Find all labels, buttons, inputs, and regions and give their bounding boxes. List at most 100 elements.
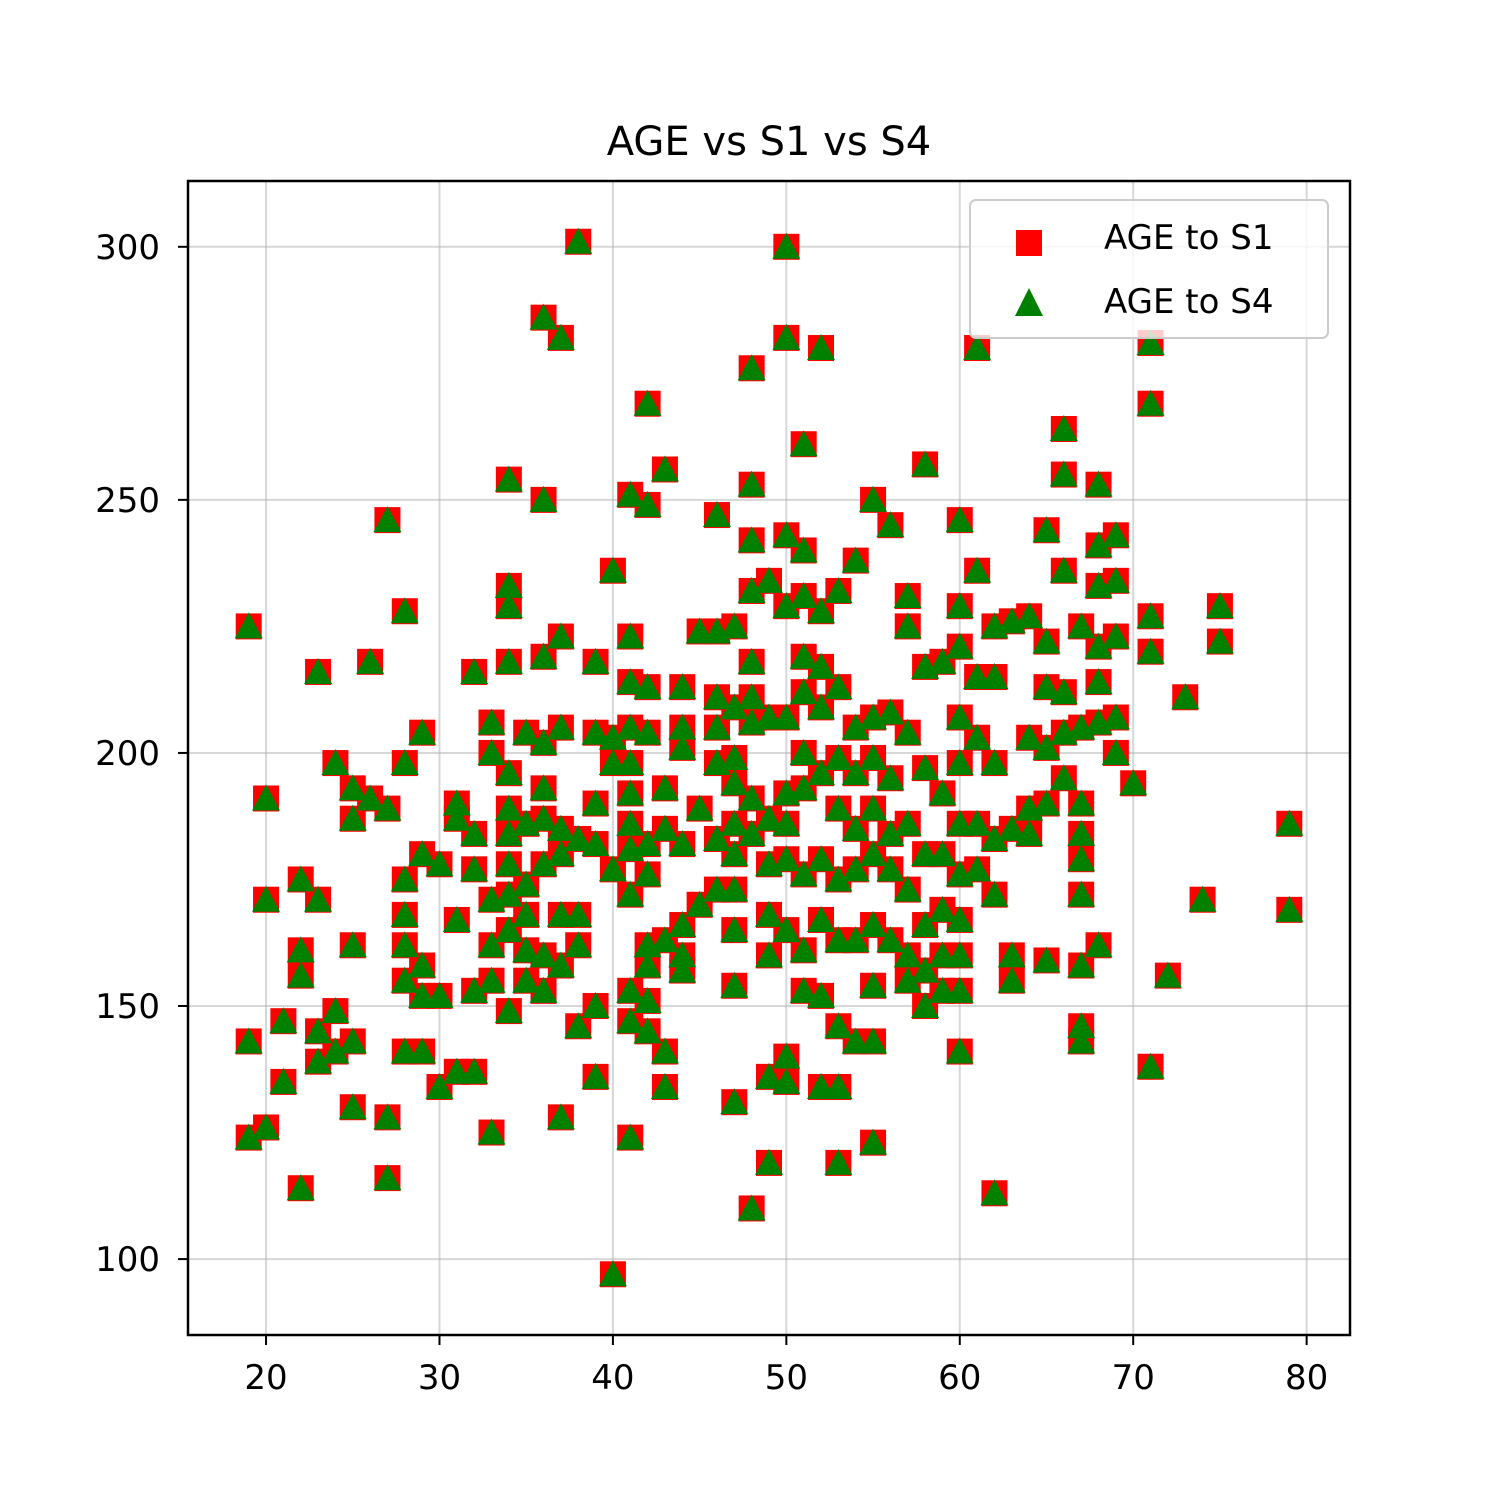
data-point-s4 <box>841 814 870 841</box>
data-point-s4 <box>512 966 541 993</box>
data-point-s4 <box>477 966 506 993</box>
data-point-s4 <box>234 612 263 639</box>
x-tick-label: 50 <box>765 1358 808 1398</box>
data-point-s4 <box>1067 789 1096 816</box>
data-point-s4 <box>737 354 766 381</box>
data-point-s4 <box>1067 1012 1096 1039</box>
data-point-s4 <box>945 749 974 776</box>
data-point-s4 <box>945 905 974 932</box>
data-point-s4 <box>564 227 593 254</box>
data-point-s4 <box>755 566 783 593</box>
data-point-s4 <box>650 1037 679 1064</box>
data-point-s4 <box>737 1194 766 1221</box>
data-point-s4 <box>893 718 922 745</box>
data-point-s4 <box>408 1037 437 1064</box>
data-point-s4 <box>720 1088 749 1115</box>
data-point-s4 <box>720 769 749 796</box>
data-point-s4 <box>1049 460 1078 487</box>
data-point-s4 <box>1153 961 1182 988</box>
x-tick-label: 80 <box>1285 1358 1328 1398</box>
data-point-s4 <box>859 971 888 998</box>
chart-title: AGE vs S1 vs S4 <box>607 119 932 165</box>
data-point-s4 <box>807 905 836 932</box>
data-point-s4 <box>824 1012 853 1039</box>
data-point-s4 <box>772 1042 801 1069</box>
data-point-s4 <box>945 976 974 1003</box>
data-point-s4 <box>425 850 454 877</box>
data-point-s4 <box>616 480 645 507</box>
data-point-s4 <box>772 323 801 350</box>
data-point-s4 <box>616 1123 645 1150</box>
data-point-s4 <box>633 951 662 978</box>
data-point-s4 <box>772 232 801 259</box>
data-point-s4 <box>1067 1027 1096 1054</box>
data-point-s4 <box>1101 703 1130 730</box>
data-point-s4 <box>1136 1052 1165 1079</box>
data-point-s4 <box>1119 769 1148 796</box>
data-point-s4 <box>945 632 974 659</box>
data-point-s4 <box>720 875 749 902</box>
data-point-s4 <box>529 941 558 968</box>
data-point-s4 <box>494 647 523 674</box>
data-point-s4 <box>859 744 888 770</box>
data-point-s4 <box>650 774 679 801</box>
data-point-s4 <box>633 830 662 857</box>
data-point-s4 <box>772 592 801 619</box>
data-point-s4 <box>546 323 575 350</box>
data-point-s4 <box>963 855 992 882</box>
data-point-s4 <box>841 759 870 786</box>
data-point-s4 <box>911 450 940 477</box>
data-point-s4 <box>737 683 766 710</box>
data-point-s4 <box>598 556 627 583</box>
data-point-s4 <box>616 976 645 1003</box>
x-tick-label: 60 <box>938 1358 981 1398</box>
data-point-s4 <box>1101 622 1130 649</box>
data-point-s4 <box>824 1072 853 1099</box>
data-point-s4 <box>893 809 922 836</box>
data-point-s4 <box>564 1012 593 1039</box>
data-point-s4 <box>633 490 662 517</box>
data-point-s4 <box>633 986 662 1013</box>
data-point-s4 <box>980 824 1009 851</box>
data-point-s4 <box>755 1148 783 1175</box>
y-tick-label: 200 <box>95 734 160 774</box>
data-point-s4 <box>772 1067 801 1094</box>
data-point-s4 <box>807 759 836 786</box>
data-point-s4 <box>442 789 471 816</box>
data-point-s4 <box>1032 516 1061 543</box>
plot-series <box>234 227 1304 1288</box>
data-point-s4 <box>789 642 818 669</box>
data-point-s4 <box>252 885 281 912</box>
data-point-s4 <box>425 1072 454 1099</box>
data-point-s4 <box>1067 845 1096 872</box>
data-point-s4 <box>1049 764 1078 791</box>
data-point-s4 <box>546 1103 575 1130</box>
data-point-s4 <box>373 1103 402 1130</box>
data-point-s4 <box>460 819 489 846</box>
data-point-s4 <box>720 744 749 770</box>
data-point-s4 <box>356 784 385 811</box>
data-point-s4 <box>633 673 662 700</box>
data-point-s4 <box>234 1027 263 1054</box>
data-point-s4 <box>650 926 679 953</box>
data-point-s4 <box>1136 389 1165 416</box>
data-point-s4 <box>390 931 419 958</box>
data-point-s4 <box>269 1007 298 1034</box>
data-point-s4 <box>911 911 940 938</box>
data-point-s4 <box>286 1174 315 1201</box>
data-point-s4 <box>859 794 888 821</box>
data-point-s4 <box>650 455 679 482</box>
data-point-s4 <box>737 576 766 603</box>
data-point-s4 <box>841 926 870 953</box>
data-point-s4 <box>980 749 1009 776</box>
data-point-s4 <box>668 911 697 938</box>
data-point-s4 <box>1136 602 1165 629</box>
data-point-s4 <box>529 850 558 877</box>
data-point-s4 <box>616 809 645 836</box>
data-point-s4 <box>529 774 558 801</box>
data-point-s4 <box>546 951 575 978</box>
data-point-s4 <box>408 840 437 867</box>
data-point-s4 <box>1084 531 1113 558</box>
data-point-s4 <box>477 931 506 958</box>
